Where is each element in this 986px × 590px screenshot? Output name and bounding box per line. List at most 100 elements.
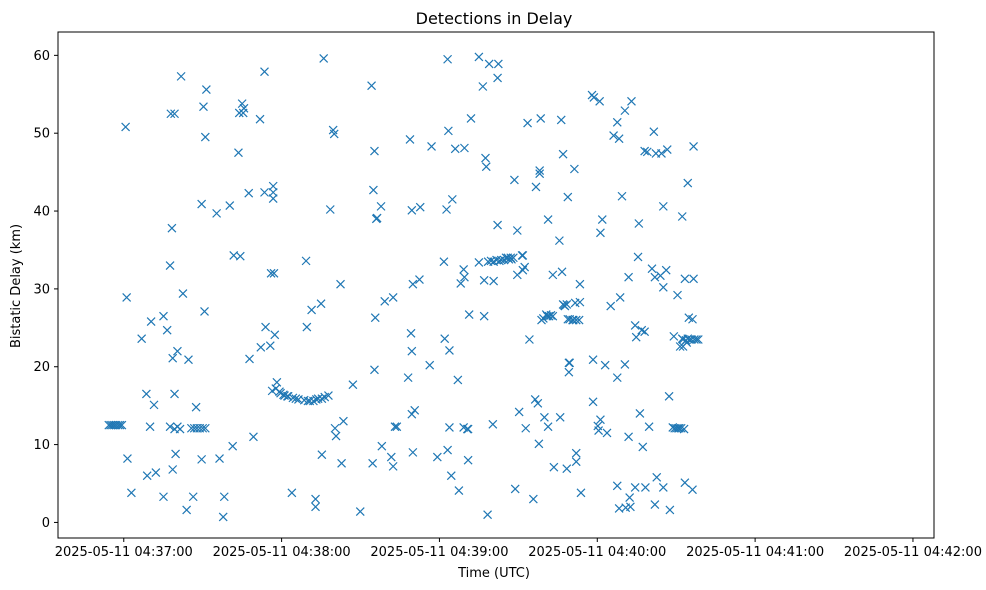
data-point-marker [168, 353, 178, 363]
data-point-marker [370, 313, 380, 323]
data-point-marker [237, 99, 247, 109]
data-point-marker [650, 272, 660, 282]
data-point-marker [288, 393, 298, 403]
data-point-marker [348, 380, 358, 390]
data-point-marker [212, 208, 222, 218]
data-point-marker [410, 405, 420, 415]
data-point-marker [546, 310, 556, 320]
data-point-marker [530, 395, 540, 404]
data-point-marker [228, 441, 238, 451]
data-point-marker [173, 346, 182, 356]
data-point-marker [630, 482, 640, 492]
data-point-marker [122, 293, 132, 302]
data-point-marker [171, 449, 181, 459]
data-point-marker [479, 275, 489, 285]
data-point-marker [319, 54, 329, 63]
data-point-marker [536, 113, 546, 123]
x-axis-title: Time (UTC) [457, 566, 530, 581]
data-point-marker [443, 445, 453, 455]
data-point-marker [612, 481, 622, 491]
data-point-marker [170, 109, 179, 119]
data-point-marker [554, 236, 564, 246]
data-point-marker [521, 423, 531, 433]
data-point-marker [182, 505, 192, 515]
data-point-marker [531, 182, 541, 192]
data-point-marker [302, 322, 312, 332]
data-point-marker [407, 346, 417, 356]
data-point-marker [454, 486, 464, 495]
data-point-marker [474, 258, 484, 267]
data-point-marker [388, 293, 398, 302]
data-point-marker [368, 458, 378, 468]
data-point-marker [597, 215, 607, 225]
data-point-marker [309, 396, 318, 406]
data-point-marker [372, 213, 382, 223]
data-point-marker [642, 147, 652, 157]
markers-layer [104, 52, 703, 522]
data-point-marker [600, 360, 610, 370]
data-point-marker [575, 279, 585, 289]
data-point-marker [407, 205, 417, 215]
data-point-marker [197, 199, 207, 209]
data-point-marker [270, 330, 280, 340]
data-point-marker [484, 59, 494, 69]
data-point-marker [493, 220, 503, 230]
data-point-marker [658, 201, 668, 211]
data-point-marker [403, 373, 413, 383]
data-point-marker [689, 142, 698, 151]
data-point-marker [563, 192, 573, 202]
data-point-marker [266, 268, 276, 278]
data-point-marker [408, 447, 418, 457]
data-point-marker [337, 458, 347, 468]
data-point-marker [427, 142, 436, 151]
data-point-marker [544, 311, 554, 321]
data-point-marker [405, 135, 415, 144]
data-point-marker [556, 115, 566, 125]
data-point-marker [493, 73, 503, 83]
data-point-marker [305, 396, 315, 406]
data-point-marker [142, 471, 152, 481]
data-point-marker [370, 146, 379, 156]
data-point-marker [330, 423, 340, 433]
data-point-marker [123, 454, 132, 464]
data-point-marker [219, 492, 229, 502]
data-point-marker [624, 272, 634, 282]
data-point-marker [683, 178, 693, 188]
data-point-marker [390, 422, 400, 432]
data-point-marker [633, 252, 643, 262]
data-point-marker [676, 423, 686, 433]
data-point-marker [268, 194, 278, 204]
data-point-marker [367, 81, 376, 91]
data-point-marker [255, 114, 265, 124]
data-point-marker [594, 426, 604, 435]
data-point-marker [589, 92, 599, 102]
data-point-marker [509, 175, 519, 185]
data-point-marker [617, 191, 627, 201]
y-tick-label: 0 [42, 516, 50, 531]
data-point-marker [145, 422, 155, 432]
data-point-marker [170, 389, 179, 399]
data-point-marker [538, 314, 548, 323]
data-point-marker [575, 297, 585, 307]
data-point-marker [432, 452, 442, 462]
data-point-marker [512, 226, 522, 235]
data-point-marker [588, 397, 598, 407]
data-point-marker [331, 431, 341, 441]
data-point-marker [377, 441, 387, 451]
data-point-marker [644, 422, 654, 432]
data-point-marker [245, 354, 254, 364]
data-point-marker [113, 420, 123, 430]
data-point-marker [549, 462, 559, 472]
data-point-marker [287, 488, 297, 498]
data-point-marker [669, 331, 679, 341]
y-tick-label: 10 [33, 438, 50, 453]
data-point-marker [184, 355, 193, 365]
data-point-marker [159, 492, 168, 502]
data-point-marker [688, 485, 697, 495]
data-point-marker [355, 507, 365, 516]
chart-title: Detections in Delay [416, 9, 573, 28]
data-point-marker [121, 122, 131, 132]
data-point-marker [260, 67, 269, 77]
data-point-marker [518, 250, 528, 260]
data-point-marker [200, 423, 210, 433]
